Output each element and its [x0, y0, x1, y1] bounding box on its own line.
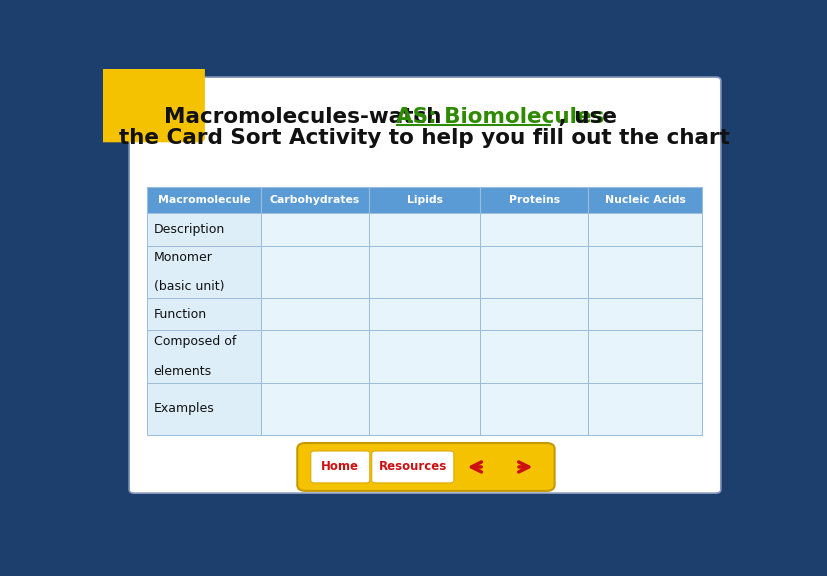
FancyBboxPatch shape — [371, 451, 453, 483]
Text: Resources: Resources — [378, 460, 447, 473]
Text: Proteins: Proteins — [508, 195, 559, 205]
Bar — [588, 382, 701, 435]
Text: AS: Biomolecules: AS: Biomolecules — [395, 107, 604, 127]
Bar — [480, 245, 588, 298]
Text: Description: Description — [153, 223, 225, 236]
Bar — [261, 245, 369, 298]
Bar — [369, 187, 480, 213]
Text: the Card Sort Activity to help you fill out the chart: the Card Sort Activity to help you fill … — [119, 128, 729, 148]
Text: Macromolecule: Macromolecule — [157, 195, 250, 205]
FancyBboxPatch shape — [97, 65, 204, 142]
Text: Lipids: Lipids — [406, 195, 442, 205]
Text: Examples: Examples — [153, 403, 214, 415]
Polygon shape — [103, 69, 198, 138]
Text: Macromolecules-watch: Macromolecules-watch — [165, 107, 449, 127]
Text: Nucleic Acids: Nucleic Acids — [605, 195, 685, 205]
Bar — [588, 187, 701, 213]
Bar — [369, 382, 480, 435]
Bar — [147, 298, 261, 331]
Text: Composed of: Composed of — [153, 335, 236, 348]
Bar — [480, 298, 588, 331]
Bar — [480, 331, 588, 382]
Bar — [588, 245, 701, 298]
Text: Function: Function — [153, 308, 207, 321]
Bar — [588, 331, 701, 382]
Bar — [480, 213, 588, 245]
Bar — [147, 382, 261, 435]
Bar — [369, 331, 480, 382]
Bar — [588, 213, 701, 245]
FancyBboxPatch shape — [129, 77, 720, 493]
Text: elements: elements — [153, 365, 212, 378]
Bar — [261, 298, 369, 331]
Bar — [480, 187, 588, 213]
Bar — [588, 298, 701, 331]
Text: Monomer: Monomer — [153, 251, 213, 264]
Bar — [261, 331, 369, 382]
Bar — [261, 213, 369, 245]
Text: Carbohydrates: Carbohydrates — [270, 195, 360, 205]
Bar — [147, 187, 261, 213]
Bar — [147, 245, 261, 298]
Bar — [369, 213, 480, 245]
Text: (basic unit): (basic unit) — [153, 280, 224, 293]
Bar — [369, 245, 480, 298]
Text: , use: , use — [551, 107, 617, 127]
FancyBboxPatch shape — [310, 451, 370, 483]
Bar — [369, 298, 480, 331]
Bar — [147, 331, 261, 382]
Bar — [147, 213, 261, 245]
Bar — [480, 382, 588, 435]
FancyBboxPatch shape — [297, 443, 554, 491]
Text: Home: Home — [321, 460, 359, 473]
Bar — [261, 187, 369, 213]
Bar — [261, 382, 369, 435]
